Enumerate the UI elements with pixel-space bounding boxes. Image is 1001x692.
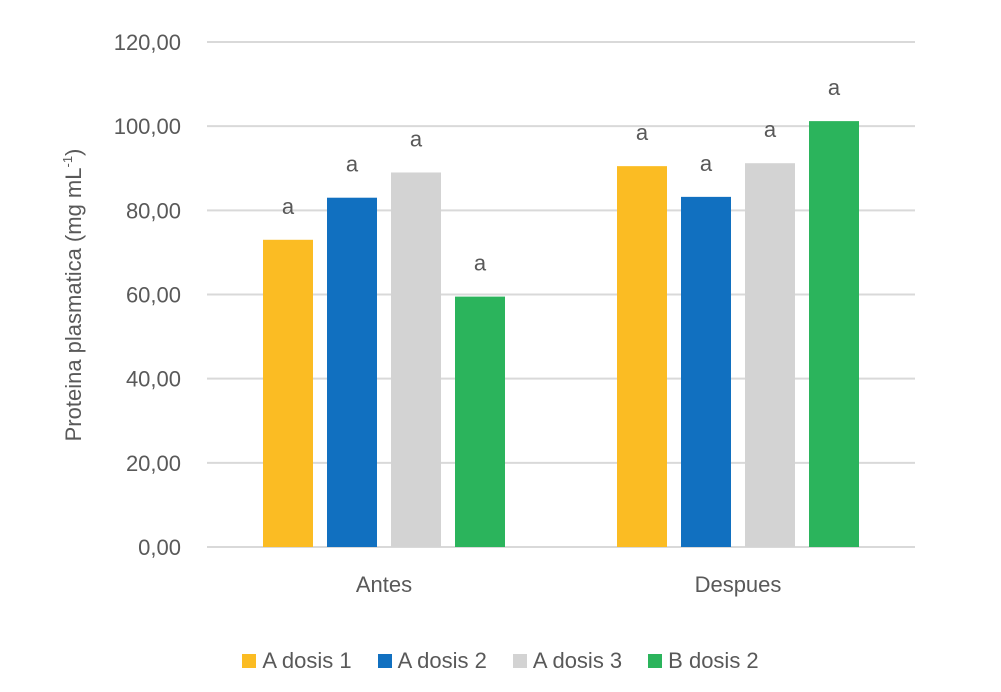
bar-data-label: a bbox=[282, 194, 295, 219]
legend-item: B dosis 2 bbox=[648, 648, 759, 674]
bar-data-label: a bbox=[828, 75, 841, 100]
y-tick-label: 0,00 bbox=[138, 535, 181, 560]
bar-a-dosis-2-antes bbox=[327, 197, 377, 548]
bar-b-dosis-2-antes bbox=[455, 296, 505, 547]
bar-data-label: a bbox=[764, 117, 777, 142]
legend-label: A dosis 2 bbox=[397, 648, 487, 673]
y-tick-label: 20,00 bbox=[126, 451, 181, 476]
bar-b-dosis-2-despues bbox=[809, 121, 859, 547]
legend-swatch bbox=[242, 654, 257, 668]
y-axis-label: Proteina plasmatica (mg mL-1) bbox=[60, 149, 86, 442]
bar-data-label: a bbox=[474, 251, 487, 276]
bar-a-dosis-2-despues bbox=[681, 196, 731, 547]
bar-data-label: a bbox=[410, 126, 423, 151]
x-axis-ticks: Antes Despues bbox=[356, 572, 782, 597]
y-tick-label: 100,00 bbox=[114, 114, 181, 139]
legend-swatch bbox=[648, 654, 663, 668]
legend: A dosis 1 A dosis 2 A dosis 3 B dosis 2 bbox=[0, 646, 1001, 676]
bar-data-label: a bbox=[700, 151, 713, 176]
bar-a-dosis-1-despues bbox=[617, 166, 667, 548]
bar-data-label: a bbox=[636, 120, 649, 145]
legend-item: A dosis 1 bbox=[242, 648, 352, 674]
y-tick-label: 120,00 bbox=[114, 30, 181, 55]
bar-data-label: a bbox=[346, 152, 359, 177]
y-tick-label: 60,00 bbox=[126, 283, 181, 308]
bar-a-dosis-3-despues bbox=[745, 163, 795, 547]
bar-a-dosis-1-antes bbox=[263, 239, 313, 547]
x-tick-label: Antes bbox=[356, 572, 412, 597]
bar-labels: a a a a a a a a bbox=[282, 75, 841, 275]
x-tick-label: Despues bbox=[695, 572, 782, 597]
legend-item: A dosis 3 bbox=[512, 648, 623, 674]
legend-label: A dosis 3 bbox=[532, 648, 623, 673]
bars bbox=[263, 121, 859, 548]
y-tick-label: 40,00 bbox=[126, 367, 181, 392]
bar-a-dosis-3-antes bbox=[391, 172, 441, 548]
legend-label: B dosis 2 bbox=[668, 648, 759, 673]
legend-swatch bbox=[377, 654, 392, 668]
legend-item: A dosis 2 bbox=[377, 648, 487, 674]
gridlines bbox=[207, 41, 915, 548]
y-axis-ticks: 0,00 20,00 40,00 60,00 80,00 100,00 120,00 bbox=[114, 30, 181, 560]
legend-label: A dosis 1 bbox=[262, 648, 352, 673]
legend-swatch bbox=[512, 654, 527, 668]
y-tick-label: 80,00 bbox=[126, 198, 181, 223]
